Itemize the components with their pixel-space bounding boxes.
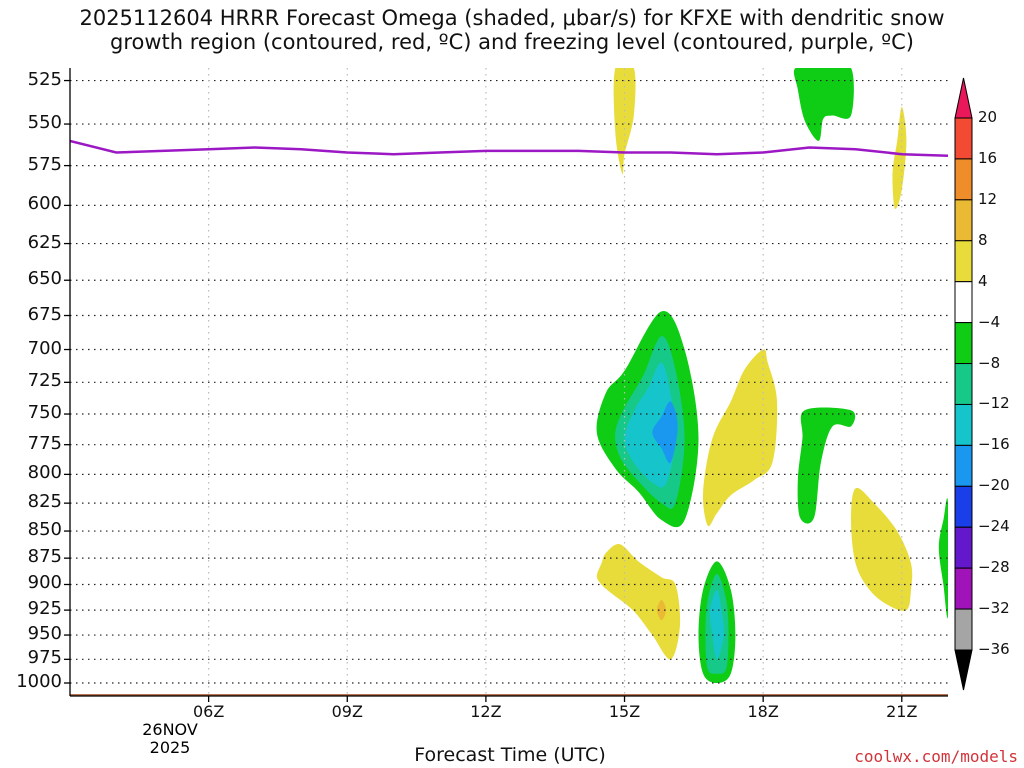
y-tick-label: 725 xyxy=(27,370,62,392)
y-tick-label: 950 xyxy=(27,623,62,645)
colorbar-swatch xyxy=(954,567,973,610)
colorbar-swatch xyxy=(954,322,973,365)
chart-title: 2025112604 HRRR Forecast Omega (shaded, … xyxy=(79,6,945,30)
y-tick-label: 775 xyxy=(27,432,62,454)
omega-region xyxy=(613,68,636,175)
colorbar-label: −8 xyxy=(978,353,1001,372)
x-tick-label: 12Z xyxy=(470,702,502,721)
y-tick-label: 575 xyxy=(27,153,62,175)
date-day-label: 26NOV xyxy=(142,720,198,739)
colorbar-label: 12 xyxy=(978,189,998,208)
omega-region xyxy=(702,349,778,527)
x-tick-label: 15Z xyxy=(608,702,641,721)
colorbar-swatch xyxy=(954,526,973,569)
x-tick-label: 09Z xyxy=(331,702,363,721)
colorbar-swatch xyxy=(954,281,973,324)
colorbar-swatch xyxy=(954,158,973,201)
colorbar-swatch xyxy=(954,240,973,283)
colorbar-label: −16 xyxy=(978,435,1010,454)
colorbar-top-arrow xyxy=(954,77,973,119)
plot-inner xyxy=(70,68,948,696)
y-tick-label: 750 xyxy=(27,402,62,424)
omega-region xyxy=(709,589,725,660)
colorbar-label: 20 xyxy=(978,108,998,126)
colorbar-label: 4 xyxy=(978,271,988,290)
y-tick-label: 550 xyxy=(27,112,62,134)
plot-area xyxy=(64,68,948,702)
colorbar-label: 16 xyxy=(978,148,998,167)
omega-region xyxy=(793,68,854,141)
surface-band xyxy=(70,694,948,696)
colorbar-bottom-arrow xyxy=(954,649,973,691)
omega-region xyxy=(652,401,678,464)
y-tick-label: 800 xyxy=(27,462,62,484)
colorbar-label: −4 xyxy=(978,312,1001,331)
y-tick-label: 625 xyxy=(27,231,62,253)
chart-subtitle: growth region (contoured, red, ºC) and f… xyxy=(110,30,914,54)
colorbar-swatch xyxy=(954,403,973,446)
y-tick-label: 975 xyxy=(27,647,62,669)
y-tick-label: 600 xyxy=(27,193,62,215)
date-year-label: 2025 xyxy=(149,738,191,757)
colorbar-label: −24 xyxy=(978,517,1010,536)
colorbar xyxy=(954,77,973,691)
x-tick-label: 18Z xyxy=(747,702,779,721)
colorbar-label: 8 xyxy=(978,230,988,249)
colorbar-swatch xyxy=(954,117,973,160)
colorbar-swatch xyxy=(954,199,973,242)
y-tick-label: 525 xyxy=(27,68,62,90)
colorbar-label: −28 xyxy=(978,558,1010,577)
y-tick-label: 825 xyxy=(27,491,62,513)
x-tick-label: 06Z xyxy=(192,702,225,721)
omega-region xyxy=(656,599,667,621)
y-tick-label: 700 xyxy=(27,337,62,359)
y-tick-label: 850 xyxy=(27,519,62,541)
omega-region xyxy=(892,106,907,209)
omega-region xyxy=(938,498,948,619)
colorbar-swatch xyxy=(954,485,973,528)
y-tick-label: 925 xyxy=(27,598,62,620)
y-tick-label: 875 xyxy=(27,546,62,568)
colorbar-label: −36 xyxy=(978,640,1010,658)
x-tick-label: 21Z xyxy=(886,702,918,721)
y-tick-label: 675 xyxy=(27,303,62,325)
credit-link[interactable]: coolwx.com/models xyxy=(854,747,1018,766)
freezing-level-line xyxy=(70,139,948,158)
colorbar-swatch xyxy=(954,363,973,405)
y-tick-label: 650 xyxy=(27,268,62,290)
y-tick-label: 900 xyxy=(27,572,62,594)
omega-region xyxy=(851,487,913,611)
colorbar-swatch xyxy=(954,608,973,651)
x-axis-title: Forecast Time (UTC) xyxy=(414,744,606,766)
colorbar-label: −32 xyxy=(978,599,1010,618)
colorbar-label: −12 xyxy=(978,394,1010,413)
omega-region xyxy=(596,543,681,660)
colorbar-label: −20 xyxy=(978,476,1010,495)
y-tick-label: 1000 xyxy=(16,671,62,692)
omega-region xyxy=(624,362,676,488)
colorbar-swatch xyxy=(954,444,973,487)
omega-region xyxy=(797,407,856,524)
